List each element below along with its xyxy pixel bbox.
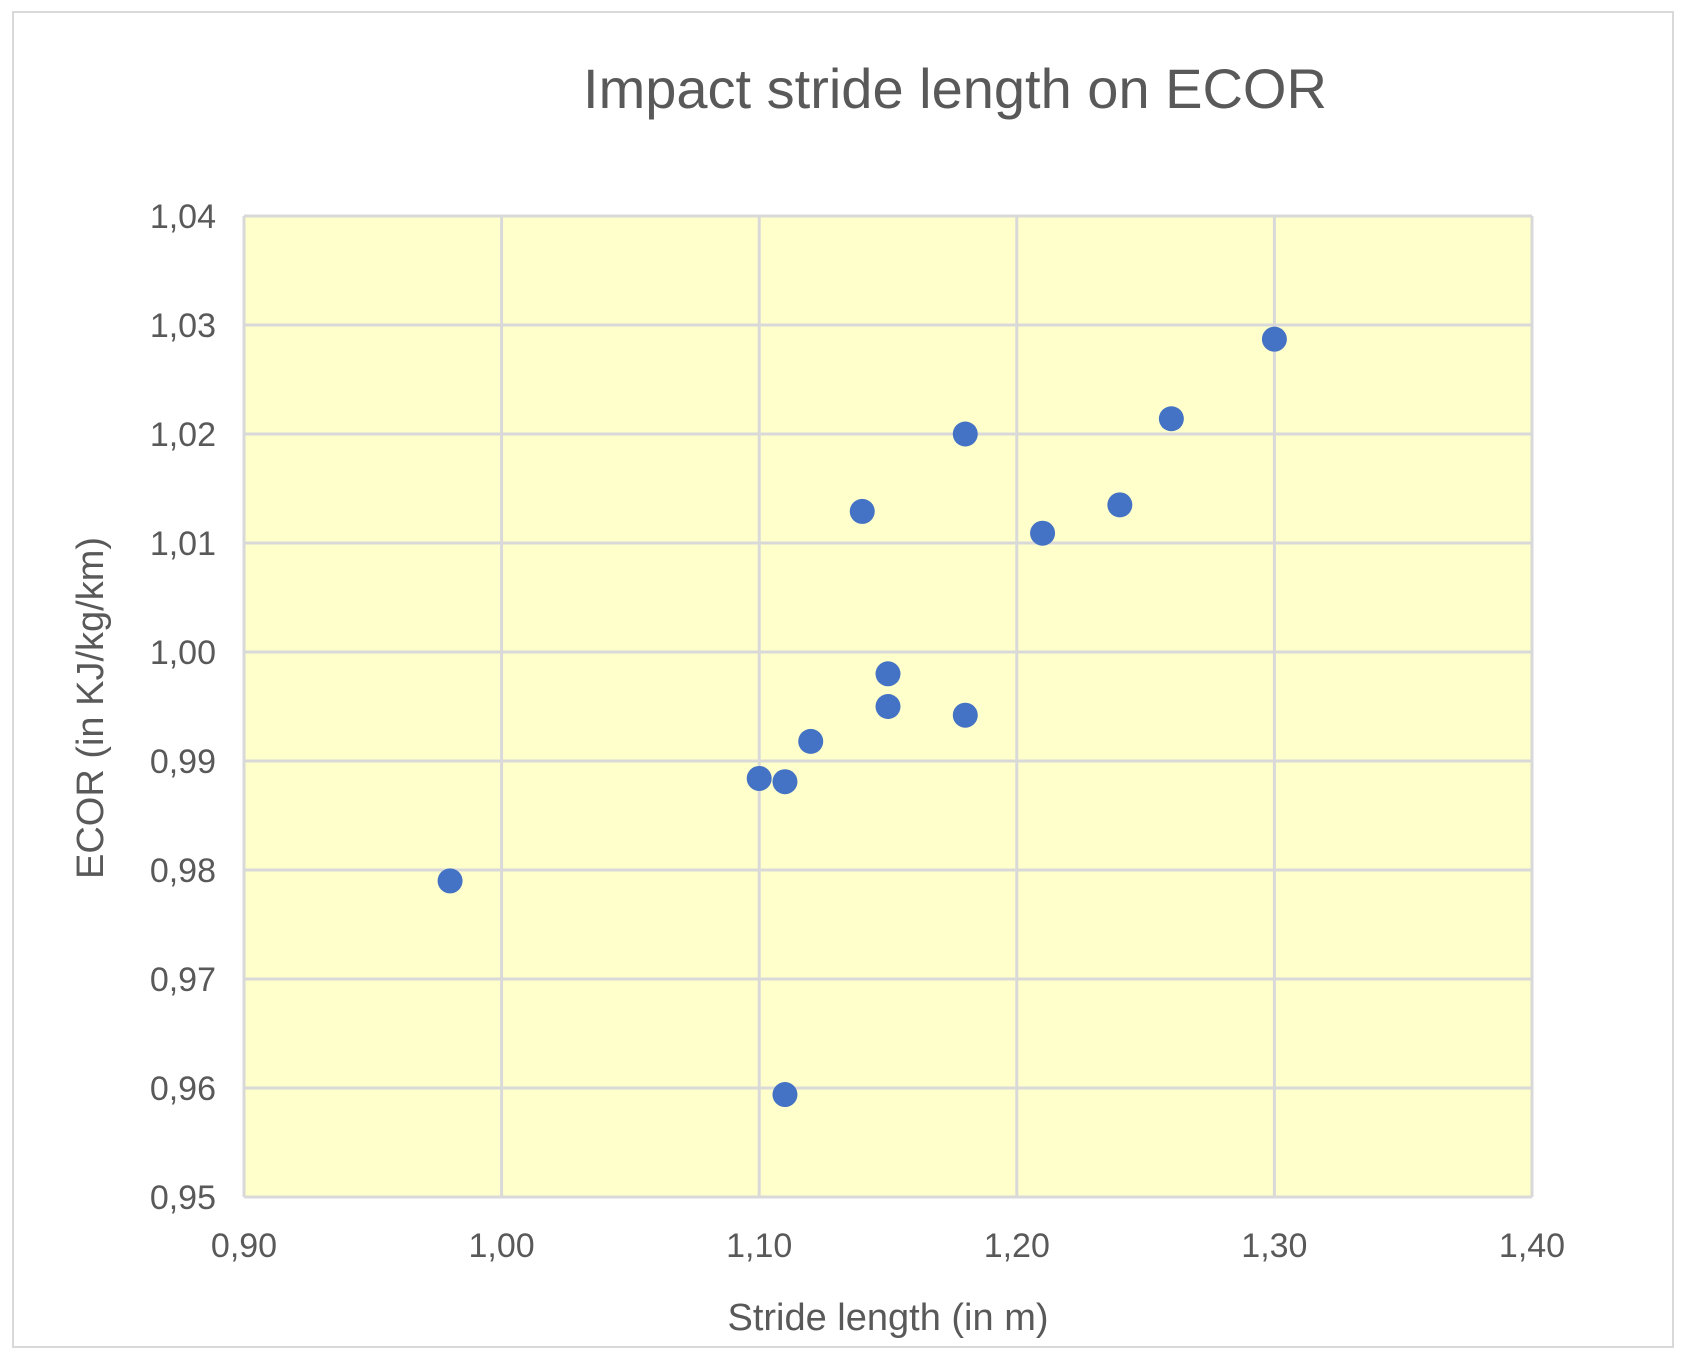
chart-title: Impact stride length on ECOR — [583, 57, 1327, 120]
data-point — [875, 661, 901, 687]
y-tick-label: 1,02 — [150, 416, 216, 454]
y-tick-label: 1,04 — [150, 198, 216, 236]
data-point — [952, 702, 978, 728]
y-tick-label: 0,97 — [150, 961, 216, 999]
data-point — [772, 769, 798, 795]
x-axis-ticks: 0,90 1,00 1,10 1,20 1,30 1,40 — [211, 1227, 1565, 1265]
data-point — [772, 1082, 798, 1108]
y-axis-ticks: 0,95 0,96 0,97 0,98 0,99 1,00 1,01 1,02 1,03 1,04 — [150, 198, 216, 1217]
x-tick-label: 0,90 — [211, 1227, 277, 1265]
x-tick-label: 1,00 — [469, 1227, 535, 1265]
y-tick-label: 0,98 — [150, 852, 216, 890]
data-points — [437, 326, 1287, 1108]
x-tick-label: 1,30 — [1241, 1227, 1307, 1265]
x-axis-title: Stride length (in m) — [727, 1297, 1048, 1339]
y-tick-label: 0,95 — [150, 1179, 216, 1217]
y-tick-label: 0,99 — [150, 743, 216, 781]
y-tick-label: 1,01 — [150, 525, 216, 563]
x-tick-label: 1,40 — [1499, 1227, 1565, 1265]
y-tick-label: 1,00 — [150, 634, 216, 672]
gridlines — [242, 214, 1534, 1199]
y-tick-label: 1,03 — [150, 307, 216, 345]
data-point — [1261, 326, 1287, 352]
data-point — [1107, 492, 1133, 518]
data-point — [849, 498, 875, 524]
x-tick-label: 1,10 — [726, 1227, 792, 1265]
y-tick-label: 0,96 — [150, 1070, 216, 1108]
y-axis-title: ECOR (in KJ/kg/km) — [70, 537, 112, 879]
data-point — [798, 728, 824, 754]
data-point — [1030, 520, 1056, 546]
data-point — [1158, 406, 1184, 432]
data-point — [952, 421, 978, 447]
data-point — [746, 765, 772, 791]
data-point — [437, 868, 463, 894]
data-point — [875, 694, 901, 719]
x-tick-label: 1,20 — [984, 1227, 1050, 1265]
